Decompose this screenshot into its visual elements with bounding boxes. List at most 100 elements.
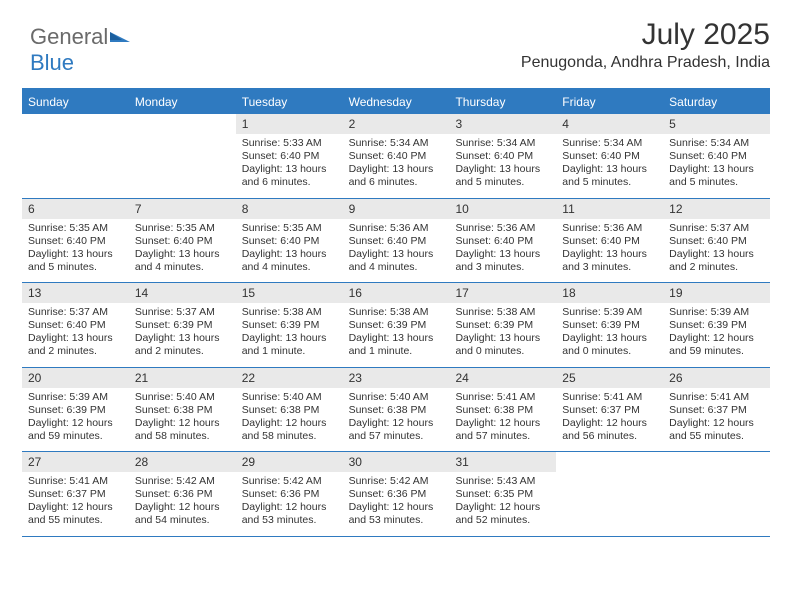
day-number: 14 <box>129 283 236 303</box>
day-cell: 15Sunrise: 5:38 AMSunset: 6:39 PMDayligh… <box>236 283 343 367</box>
dayname-sunday: Sunday <box>22 90 129 114</box>
day-number: 28 <box>129 452 236 472</box>
day-info: Sunrise: 5:41 AMSunset: 6:37 PMDaylight:… <box>663 388 770 452</box>
day-cell: 12Sunrise: 5:37 AMSunset: 6:40 PMDayligh… <box>663 199 770 283</box>
day-number: 24 <box>449 368 556 388</box>
day-number: 4 <box>556 114 663 134</box>
day-info: Sunrise: 5:37 AMSunset: 6:40 PMDaylight:… <box>663 219 770 283</box>
day-number: 23 <box>343 368 450 388</box>
logo-word1: General <box>30 24 108 49</box>
empty-cell <box>663 452 770 536</box>
day-cell: 10Sunrise: 5:36 AMSunset: 6:40 PMDayligh… <box>449 199 556 283</box>
day-number: 27 <box>22 452 129 472</box>
day-number: 3 <box>449 114 556 134</box>
dayname-saturday: Saturday <box>663 90 770 114</box>
logo-flag-icon <box>110 22 130 48</box>
dayname-row: SundayMondayTuesdayWednesdayThursdayFrid… <box>22 90 770 114</box>
dayname-monday: Monday <box>129 90 236 114</box>
day-cell: 22Sunrise: 5:40 AMSunset: 6:38 PMDayligh… <box>236 368 343 452</box>
day-info: Sunrise: 5:37 AMSunset: 6:40 PMDaylight:… <box>22 303 129 367</box>
day-cell: 7Sunrise: 5:35 AMSunset: 6:40 PMDaylight… <box>129 199 236 283</box>
day-info: Sunrise: 5:34 AMSunset: 6:40 PMDaylight:… <box>449 134 556 198</box>
day-info: Sunrise: 5:36 AMSunset: 6:40 PMDaylight:… <box>556 219 663 283</box>
day-info: Sunrise: 5:38 AMSunset: 6:39 PMDaylight:… <box>449 303 556 367</box>
empty-cell <box>129 114 236 198</box>
day-cell: 3Sunrise: 5:34 AMSunset: 6:40 PMDaylight… <box>449 114 556 198</box>
day-number: 29 <box>236 452 343 472</box>
week-row: 1Sunrise: 5:33 AMSunset: 6:40 PMDaylight… <box>22 114 770 199</box>
calendar-grid: SundayMondayTuesdayWednesdayThursdayFrid… <box>22 88 770 537</box>
day-info: Sunrise: 5:42 AMSunset: 6:36 PMDaylight:… <box>129 472 236 536</box>
day-info: Sunrise: 5:36 AMSunset: 6:40 PMDaylight:… <box>449 219 556 283</box>
week-row: 13Sunrise: 5:37 AMSunset: 6:40 PMDayligh… <box>22 283 770 368</box>
dayname-wednesday: Wednesday <box>343 90 450 114</box>
day-cell: 1Sunrise: 5:33 AMSunset: 6:40 PMDaylight… <box>236 114 343 198</box>
day-cell: 4Sunrise: 5:34 AMSunset: 6:40 PMDaylight… <box>556 114 663 198</box>
day-info: Sunrise: 5:41 AMSunset: 6:38 PMDaylight:… <box>449 388 556 452</box>
day-info: Sunrise: 5:41 AMSunset: 6:37 PMDaylight:… <box>22 472 129 536</box>
day-cell: 27Sunrise: 5:41 AMSunset: 6:37 PMDayligh… <box>22 452 129 536</box>
day-info: Sunrise: 5:41 AMSunset: 6:37 PMDaylight:… <box>556 388 663 452</box>
day-number: 15 <box>236 283 343 303</box>
day-number: 22 <box>236 368 343 388</box>
day-cell: 8Sunrise: 5:35 AMSunset: 6:40 PMDaylight… <box>236 199 343 283</box>
day-info: Sunrise: 5:34 AMSunset: 6:40 PMDaylight:… <box>556 134 663 198</box>
day-cell: 30Sunrise: 5:42 AMSunset: 6:36 PMDayligh… <box>343 452 450 536</box>
day-number: 31 <box>449 452 556 472</box>
day-number: 2 <box>343 114 450 134</box>
day-info: Sunrise: 5:34 AMSunset: 6:40 PMDaylight:… <box>343 134 450 198</box>
day-cell: 16Sunrise: 5:38 AMSunset: 6:39 PMDayligh… <box>343 283 450 367</box>
day-cell: 14Sunrise: 5:37 AMSunset: 6:39 PMDayligh… <box>129 283 236 367</box>
day-number: 12 <box>663 199 770 219</box>
day-cell: 17Sunrise: 5:38 AMSunset: 6:39 PMDayligh… <box>449 283 556 367</box>
day-cell: 31Sunrise: 5:43 AMSunset: 6:35 PMDayligh… <box>449 452 556 536</box>
week-row: 20Sunrise: 5:39 AMSunset: 6:39 PMDayligh… <box>22 368 770 453</box>
day-info: Sunrise: 5:42 AMSunset: 6:36 PMDaylight:… <box>236 472 343 536</box>
weeks-container: 1Sunrise: 5:33 AMSunset: 6:40 PMDaylight… <box>22 114 770 537</box>
day-info: Sunrise: 5:43 AMSunset: 6:35 PMDaylight:… <box>449 472 556 536</box>
day-info: Sunrise: 5:38 AMSunset: 6:39 PMDaylight:… <box>343 303 450 367</box>
day-number: 13 <box>22 283 129 303</box>
day-cell: 24Sunrise: 5:41 AMSunset: 6:38 PMDayligh… <box>449 368 556 452</box>
day-number: 25 <box>556 368 663 388</box>
day-cell: 18Sunrise: 5:39 AMSunset: 6:39 PMDayligh… <box>556 283 663 367</box>
day-cell: 2Sunrise: 5:34 AMSunset: 6:40 PMDaylight… <box>343 114 450 198</box>
day-number: 9 <box>343 199 450 219</box>
day-info: Sunrise: 5:38 AMSunset: 6:39 PMDaylight:… <box>236 303 343 367</box>
day-number: 26 <box>663 368 770 388</box>
day-info: Sunrise: 5:37 AMSunset: 6:39 PMDaylight:… <box>129 303 236 367</box>
day-cell: 11Sunrise: 5:36 AMSunset: 6:40 PMDayligh… <box>556 199 663 283</box>
day-info: Sunrise: 5:42 AMSunset: 6:36 PMDaylight:… <box>343 472 450 536</box>
day-info: Sunrise: 5:40 AMSunset: 6:38 PMDaylight:… <box>236 388 343 452</box>
dayname-friday: Friday <box>556 90 663 114</box>
day-info: Sunrise: 5:34 AMSunset: 6:40 PMDaylight:… <box>663 134 770 198</box>
day-number: 16 <box>343 283 450 303</box>
dayname-tuesday: Tuesday <box>236 90 343 114</box>
day-number: 10 <box>449 199 556 219</box>
empty-cell <box>22 114 129 198</box>
week-row: 6Sunrise: 5:35 AMSunset: 6:40 PMDaylight… <box>22 199 770 284</box>
day-cell: 6Sunrise: 5:35 AMSunset: 6:40 PMDaylight… <box>22 199 129 283</box>
day-number: 20 <box>22 368 129 388</box>
location-subtitle: Penugonda, Andhra Pradesh, India <box>521 54 770 72</box>
day-number: 18 <box>556 283 663 303</box>
dayname-thursday: Thursday <box>449 90 556 114</box>
page-header: July 2025 Penugonda, Andhra Pradesh, Ind… <box>521 18 770 72</box>
day-number: 11 <box>556 199 663 219</box>
day-info: Sunrise: 5:36 AMSunset: 6:40 PMDaylight:… <box>343 219 450 283</box>
brand-logo: General Blue <box>30 22 130 76</box>
day-cell: 9Sunrise: 5:36 AMSunset: 6:40 PMDaylight… <box>343 199 450 283</box>
day-cell: 25Sunrise: 5:41 AMSunset: 6:37 PMDayligh… <box>556 368 663 452</box>
day-info: Sunrise: 5:39 AMSunset: 6:39 PMDaylight:… <box>22 388 129 452</box>
empty-cell <box>556 452 663 536</box>
day-info: Sunrise: 5:39 AMSunset: 6:39 PMDaylight:… <box>663 303 770 367</box>
day-info: Sunrise: 5:39 AMSunset: 6:39 PMDaylight:… <box>556 303 663 367</box>
logo-word2: Blue <box>30 50 74 75</box>
day-cell: 21Sunrise: 5:40 AMSunset: 6:38 PMDayligh… <box>129 368 236 452</box>
day-number: 5 <box>663 114 770 134</box>
day-cell: 5Sunrise: 5:34 AMSunset: 6:40 PMDaylight… <box>663 114 770 198</box>
day-info: Sunrise: 5:40 AMSunset: 6:38 PMDaylight:… <box>129 388 236 452</box>
day-number: 21 <box>129 368 236 388</box>
day-cell: 19Sunrise: 5:39 AMSunset: 6:39 PMDayligh… <box>663 283 770 367</box>
day-cell: 23Sunrise: 5:40 AMSunset: 6:38 PMDayligh… <box>343 368 450 452</box>
